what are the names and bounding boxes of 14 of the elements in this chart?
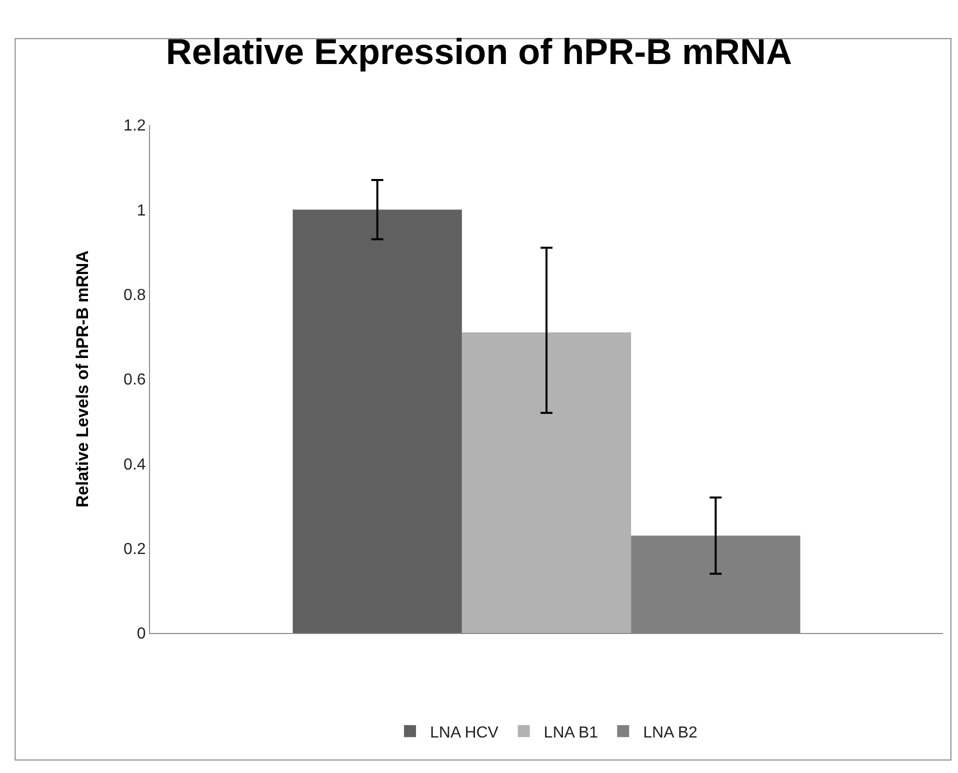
bar — [462, 332, 632, 633]
y-tick-label: 0.8 — [124, 286, 146, 304]
legend-label: LNA B1 — [544, 724, 598, 742]
bar — [292, 210, 462, 633]
legend-label: LNA HCV — [430, 724, 499, 742]
chart-title: Relative Expression of hPR-B mRNA — [166, 30, 792, 72]
y-tick-label: 1.2 — [124, 118, 146, 135]
y-tick-label: 0.6 — [124, 372, 146, 389]
y-tick-label: 0.4 — [124, 456, 146, 474]
y-tick-label: 0 — [136, 626, 146, 643]
legend-label: LNA B2 — [643, 724, 698, 742]
y-axis-title: Relative Levels of hPR-B mRNA — [73, 250, 92, 508]
y-tick-label: 0.2 — [124, 540, 146, 558]
y-tick-label: 1 — [136, 202, 146, 220]
